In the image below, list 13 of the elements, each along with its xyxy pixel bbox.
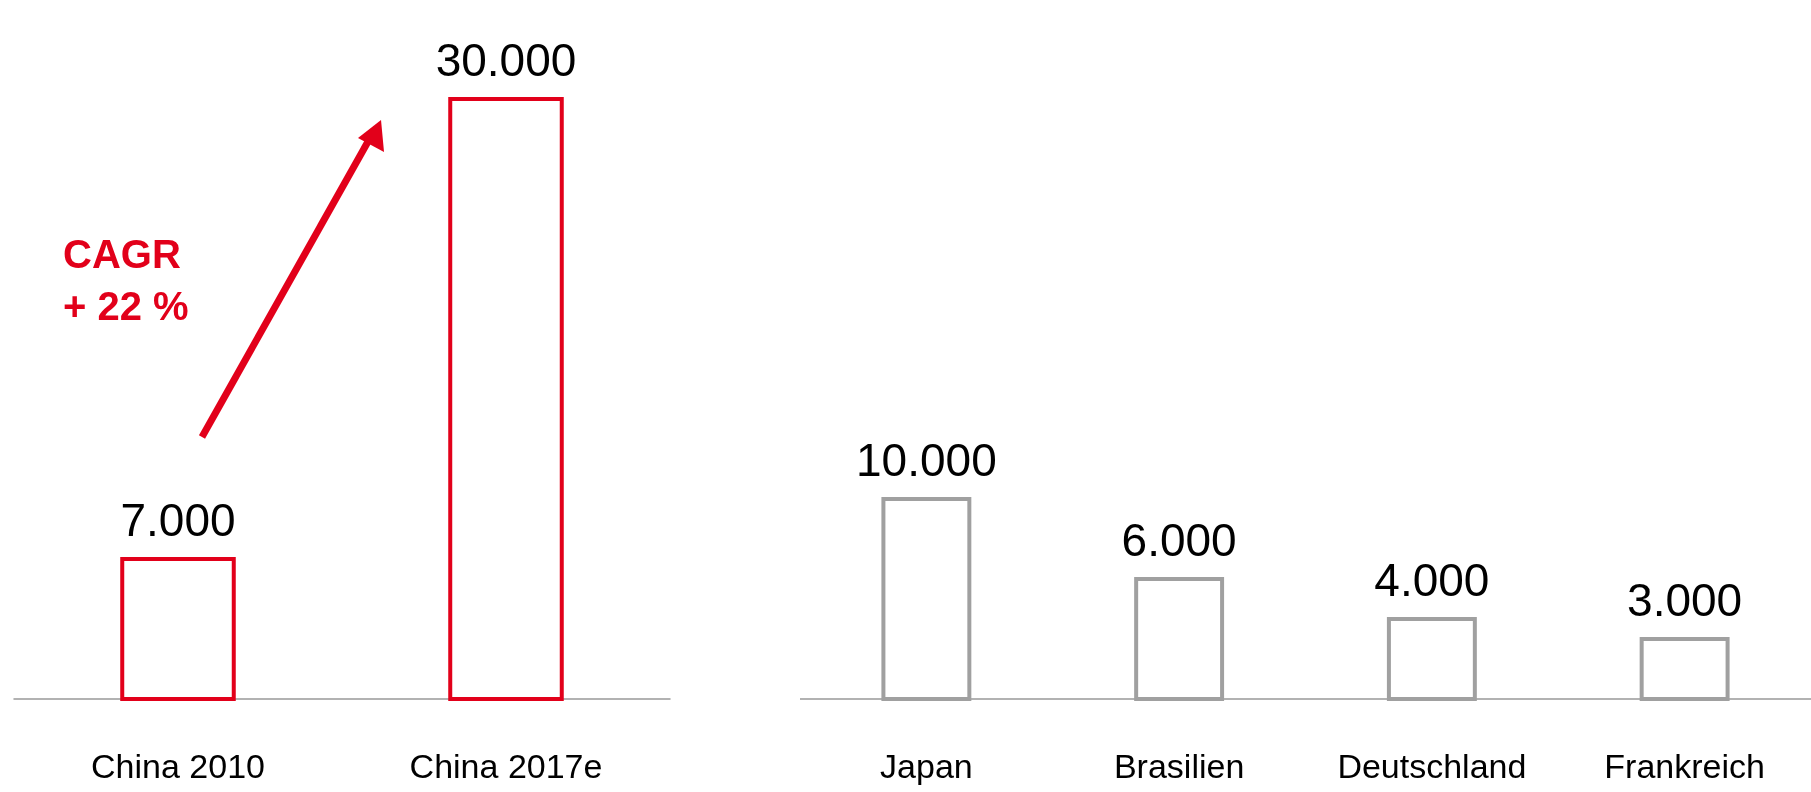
x-tick-label: Frankreich — [1604, 747, 1765, 785]
x-tick-label: China 2010 — [91, 747, 265, 785]
data-label: 4.000 — [1374, 554, 1490, 606]
data-label: 30.000 — [435, 34, 577, 86]
annotation: CAGR + 22 % — [63, 232, 189, 328]
x-tick-label: Deutschland — [1337, 747, 1527, 785]
data-label: 3.000 — [1627, 574, 1743, 626]
data-label: 7.000 — [120, 494, 236, 546]
data-label: 10.000 — [856, 434, 997, 486]
x-tick-label: China 2017e — [409, 747, 603, 785]
x-tick-label: Japan — [880, 747, 973, 785]
x-tick-label: Brasilien — [1113, 747, 1245, 785]
data-label: 6.000 — [1121, 514, 1237, 566]
